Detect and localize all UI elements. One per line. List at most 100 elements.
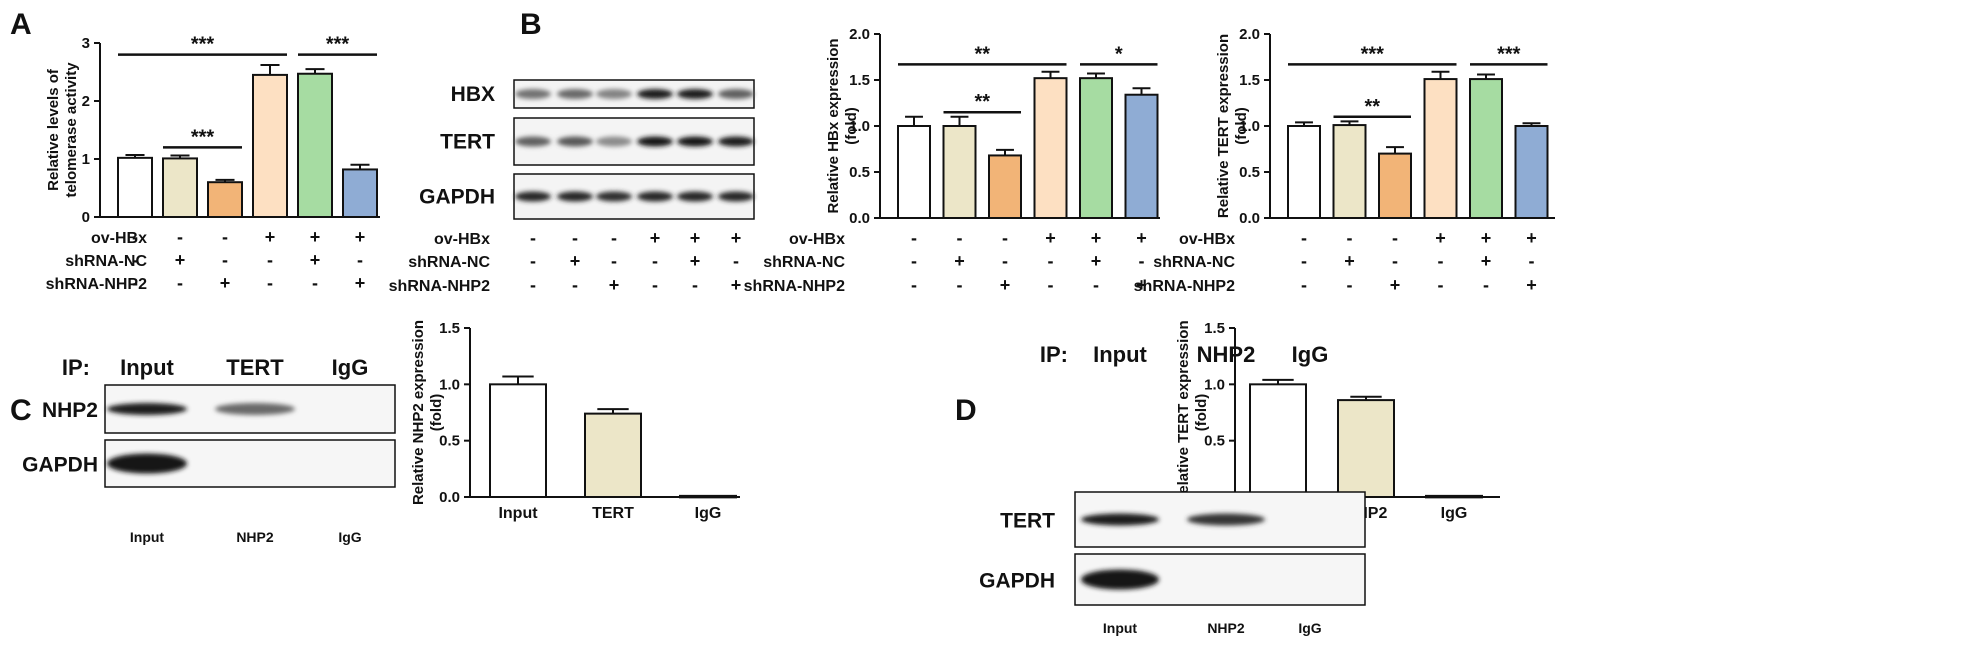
condition-label: ov-HBx xyxy=(434,231,490,248)
bar xyxy=(117,156,153,218)
condition-sign: + xyxy=(265,227,276,247)
condition-sign: + xyxy=(1435,228,1446,248)
condition-sign: - xyxy=(652,275,658,295)
x-category-label: Input xyxy=(498,505,538,522)
blot-band xyxy=(1081,569,1159,590)
condition-sign: - xyxy=(530,275,536,295)
y-tick-label: 1.5 xyxy=(439,320,460,337)
condition-sign: - xyxy=(1301,275,1307,295)
y-tick-label: 3 xyxy=(82,35,90,52)
condition-label: shRNA-NHP2 xyxy=(744,278,845,295)
blot-strip xyxy=(513,79,755,109)
condition-sign: + xyxy=(690,251,701,271)
condition-sign: + xyxy=(690,228,701,248)
ip-label: IP: xyxy=(1040,342,1068,367)
condition-label: shRNA-NC xyxy=(763,254,845,271)
condition-sign: - xyxy=(911,228,917,248)
significance-stars: * xyxy=(1115,43,1123,65)
significance-stars: *** xyxy=(1497,43,1521,65)
condition-label: shRNA-NC xyxy=(65,253,147,270)
y-tick-label: 1.5 xyxy=(1204,320,1225,337)
y-axis-label-line: (fold) xyxy=(1193,394,1210,431)
condition-sign: + xyxy=(1526,275,1537,295)
y-tick-label: 1.0 xyxy=(1239,118,1260,135)
y-tick-label: 1.0 xyxy=(849,118,870,135)
y-axis-label-line: (fold) xyxy=(843,107,860,144)
lane-label: IgG xyxy=(1298,620,1321,636)
bar xyxy=(297,72,333,218)
y-tick-label: 1.0 xyxy=(1204,376,1225,393)
condition-sign: - xyxy=(911,251,917,271)
condition-label: ov-HBx xyxy=(789,231,845,248)
y-axis-label-line: telomerase activity xyxy=(63,62,80,198)
condition-sign: + xyxy=(1091,228,1102,248)
lane-label: Input xyxy=(1103,620,1138,636)
condition-table-a: ov-HBx- - - + + +shRNA-NC- + - - + -shRNA-NHP2- - + -… xyxy=(46,227,366,293)
condition-sign: - xyxy=(611,251,617,271)
bar xyxy=(584,412,642,499)
significance-stars: ** xyxy=(974,91,990,113)
blot-band xyxy=(637,89,673,99)
blot-row-label: NHP2 xyxy=(42,399,98,422)
y-axis-label-line: Relative TERT expression xyxy=(1175,320,1192,504)
blot-band xyxy=(637,191,673,202)
y-axis-label: Relative TERT expression(fold) xyxy=(1175,320,1210,504)
blot-row-label: GAPDH xyxy=(419,186,495,209)
blot-band xyxy=(596,191,632,202)
condition-sign: - xyxy=(957,228,963,248)
condition-sign: - xyxy=(132,273,138,293)
condition-sign: + xyxy=(175,250,186,270)
blot-band xyxy=(515,191,551,202)
x-category-label: TERT xyxy=(592,505,634,522)
panel-letter-b: B xyxy=(520,8,542,41)
blot-band xyxy=(557,191,593,202)
blot-band xyxy=(677,89,713,99)
condition-label: shRNA-NHP2 xyxy=(389,278,490,295)
blot-band xyxy=(677,136,713,147)
significance-stars: *** xyxy=(326,34,350,56)
condition-label: ov-HBx xyxy=(91,230,147,247)
significance-stars: *** xyxy=(1361,43,1385,65)
blot-band xyxy=(1081,513,1159,526)
condition-sign: + xyxy=(731,228,742,248)
y-tick-label: 0.5 xyxy=(849,164,870,181)
ip-column-label: TERT xyxy=(226,355,284,380)
condition-label: shRNA-NHP2 xyxy=(1134,278,1235,295)
blot-band xyxy=(718,89,754,99)
ip-blot-c: IP: Input TERT IgG NHP2 GAPDH Input NHP2 IgG xyxy=(22,355,396,545)
bar xyxy=(679,494,737,499)
condition-sign: - xyxy=(132,227,138,247)
condition-sign: + xyxy=(731,275,742,295)
blot-row-label: TERT xyxy=(440,131,495,154)
ip-blot-d: IP: Input NHP2 IgG TERT GAPDH Input NHP2 IgG xyxy=(979,342,1366,636)
condition-sign: - xyxy=(132,250,138,270)
blot-band xyxy=(515,89,551,99)
y-axis-label-line: (fold) xyxy=(1233,107,1250,144)
blot-strip xyxy=(513,173,755,220)
ip-column-label: Input xyxy=(120,355,174,380)
bar xyxy=(1337,399,1395,498)
condition-sign: - xyxy=(177,273,183,293)
y-tick-label: 0 xyxy=(82,209,90,226)
ip-column-label: IgG xyxy=(332,355,369,380)
bar xyxy=(162,157,198,218)
y-axis-label-line: (fold) xyxy=(428,394,445,431)
y-tick-label: 0.5 xyxy=(1204,433,1225,450)
blot-band xyxy=(596,89,632,99)
significance-stars: ** xyxy=(1364,96,1380,118)
significance-stars: ** xyxy=(974,43,990,65)
bar xyxy=(207,181,243,218)
condition-sign: - xyxy=(572,228,578,248)
bar xyxy=(1425,494,1483,499)
ip-column-label: NHP2 xyxy=(1197,342,1256,367)
blot-band xyxy=(718,191,754,202)
condition-sign: - xyxy=(222,227,228,247)
condition-sign: - xyxy=(1301,228,1307,248)
bar xyxy=(1378,152,1412,220)
condition-sign: - xyxy=(1483,275,1489,295)
bar xyxy=(342,168,378,219)
condition-sign: - xyxy=(1139,251,1145,271)
y-tick-label: 0.0 xyxy=(849,210,870,227)
